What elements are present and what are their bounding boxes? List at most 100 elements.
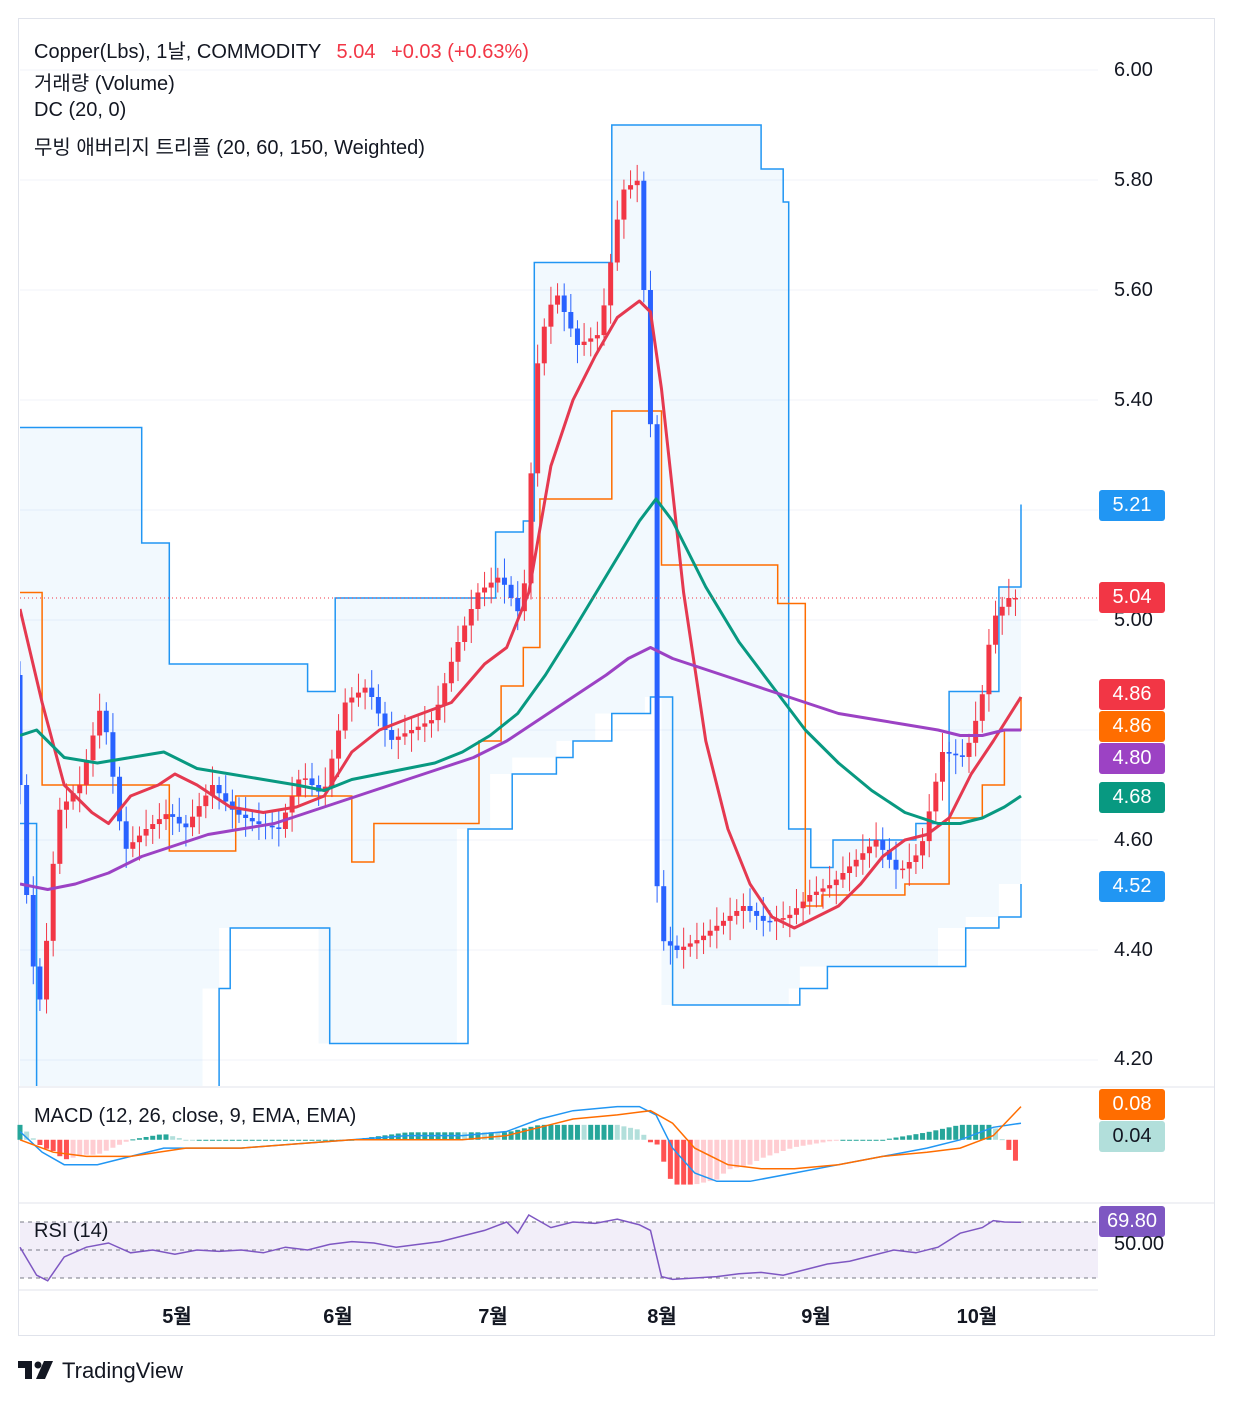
macd-histogram-bar [973, 1124, 979, 1140]
candle-body [535, 363, 541, 474]
candle-body [170, 814, 176, 817]
macd-histogram-bar [813, 1139, 819, 1144]
candle-body [501, 577, 507, 585]
candle-body [601, 305, 607, 336]
macd-histogram-bar [740, 1139, 746, 1167]
macd-histogram-bar [156, 1134, 162, 1140]
price-pane [20, 124, 1023, 1086]
macd-histogram-bar [97, 1139, 103, 1154]
candle-body [913, 855, 919, 862]
candle-body [176, 816, 182, 824]
candle-body [1006, 598, 1012, 607]
candle-body [654, 424, 660, 887]
candle-body [767, 920, 773, 923]
candle-body [103, 710, 109, 733]
candle-body [747, 906, 753, 911]
candle-body [727, 915, 733, 921]
macd-histogram-bar [176, 1137, 182, 1140]
candle-body [495, 577, 501, 583]
macd-histogram-bar [209, 1139, 215, 1141]
macd-histogram-bar [150, 1135, 156, 1140]
candle-body [203, 795, 209, 807]
candle-body [249, 818, 255, 822]
macd-histogram-bar [647, 1139, 653, 1143]
candle-body [800, 901, 806, 909]
macd-histogram-bar [302, 1139, 308, 1141]
macd-histogram-bar [143, 1136, 149, 1140]
last-price: 5.04 [336, 41, 376, 63]
macd-histogram-bar [44, 1139, 50, 1149]
candle-body [342, 702, 348, 731]
macd-histogram-bar [203, 1139, 209, 1141]
macd-histogram-bar [800, 1139, 806, 1146]
candle-body [336, 730, 342, 759]
wma150-line [20, 646, 1021, 891]
candle-body [70, 793, 76, 802]
candle-body [455, 642, 461, 662]
candle-body [933, 781, 939, 812]
price-axis-label: 5.00 [1114, 609, 1153, 631]
candle-body [243, 814, 249, 818]
macd-histogram-bar [601, 1124, 607, 1140]
macd-histogram-bar [900, 1136, 906, 1140]
candle-body [50, 863, 56, 941]
macd-histogram-bar [521, 1128, 527, 1140]
price-axis-label: 5.60 [1114, 279, 1153, 301]
macd-signal-line [19, 1106, 1022, 1170]
candle-body [714, 925, 720, 931]
tradingview-logo[interactable]: TradingView [18, 1356, 183, 1386]
ma150-badge: 4.80 [1099, 743, 1165, 774]
candle-body [156, 819, 162, 825]
macd-histogram-bar [77, 1139, 83, 1157]
macd-histogram-bar [170, 1136, 176, 1140]
macd-histogram-bar [860, 1139, 866, 1141]
macd-histogram-bar [780, 1139, 786, 1151]
candle-body [555, 295, 561, 305]
candle-body [694, 940, 700, 944]
macd-histogram-bar [720, 1139, 726, 1174]
macd-histogram-bar [674, 1139, 680, 1185]
macd-histogram-bar [276, 1139, 282, 1141]
candle-body [123, 821, 129, 849]
macd-histogram-bar [117, 1139, 123, 1145]
chart-frame [18, 18, 1215, 1336]
macd-histogram-bar [767, 1139, 773, 1156]
macd-histogram-bar [661, 1139, 667, 1162]
candle-body [488, 582, 494, 588]
candle-body [687, 943, 693, 947]
symbol-title: Copper(Lbs), 1날, COMMODITY [34, 41, 321, 63]
candle-body [634, 180, 640, 186]
macd-histogram-bar [979, 1124, 985, 1140]
macd-histogram-bar [667, 1139, 673, 1179]
candle-body [183, 823, 189, 828]
candle-body [482, 587, 488, 593]
candle-body [873, 840, 879, 847]
candle-body [236, 809, 242, 815]
macd-histogram-bar [866, 1139, 872, 1141]
candle-body [389, 730, 395, 740]
candle-body [508, 584, 514, 598]
month-label: 10월 [956, 1306, 998, 1328]
candle-body [468, 609, 474, 626]
macd-histogram-bar [734, 1139, 740, 1168]
candle-body [276, 827, 282, 829]
candle-body [216, 785, 222, 794]
month-label: 6월 [323, 1306, 353, 1328]
candle-body [628, 185, 634, 190]
macd-histogram-bar [913, 1134, 919, 1140]
volume-legend: 거래량 (Volume) [34, 73, 175, 95]
candle-body [581, 341, 587, 345]
candle-body [143, 829, 149, 836]
candle-body [574, 328, 580, 345]
candle-body [63, 801, 69, 810]
candle-body [37, 966, 43, 1000]
macd-histogram-bar [548, 1124, 554, 1140]
macd-histogram-bar [475, 1132, 481, 1140]
macd-histogram-bar [833, 1139, 839, 1141]
candle-body [289, 796, 295, 813]
macd-histogram-bar [30, 1138, 36, 1140]
brand-name: TradingView [62, 1358, 184, 1383]
candle-body [150, 824, 156, 829]
macd-histogram-bar [747, 1139, 753, 1165]
